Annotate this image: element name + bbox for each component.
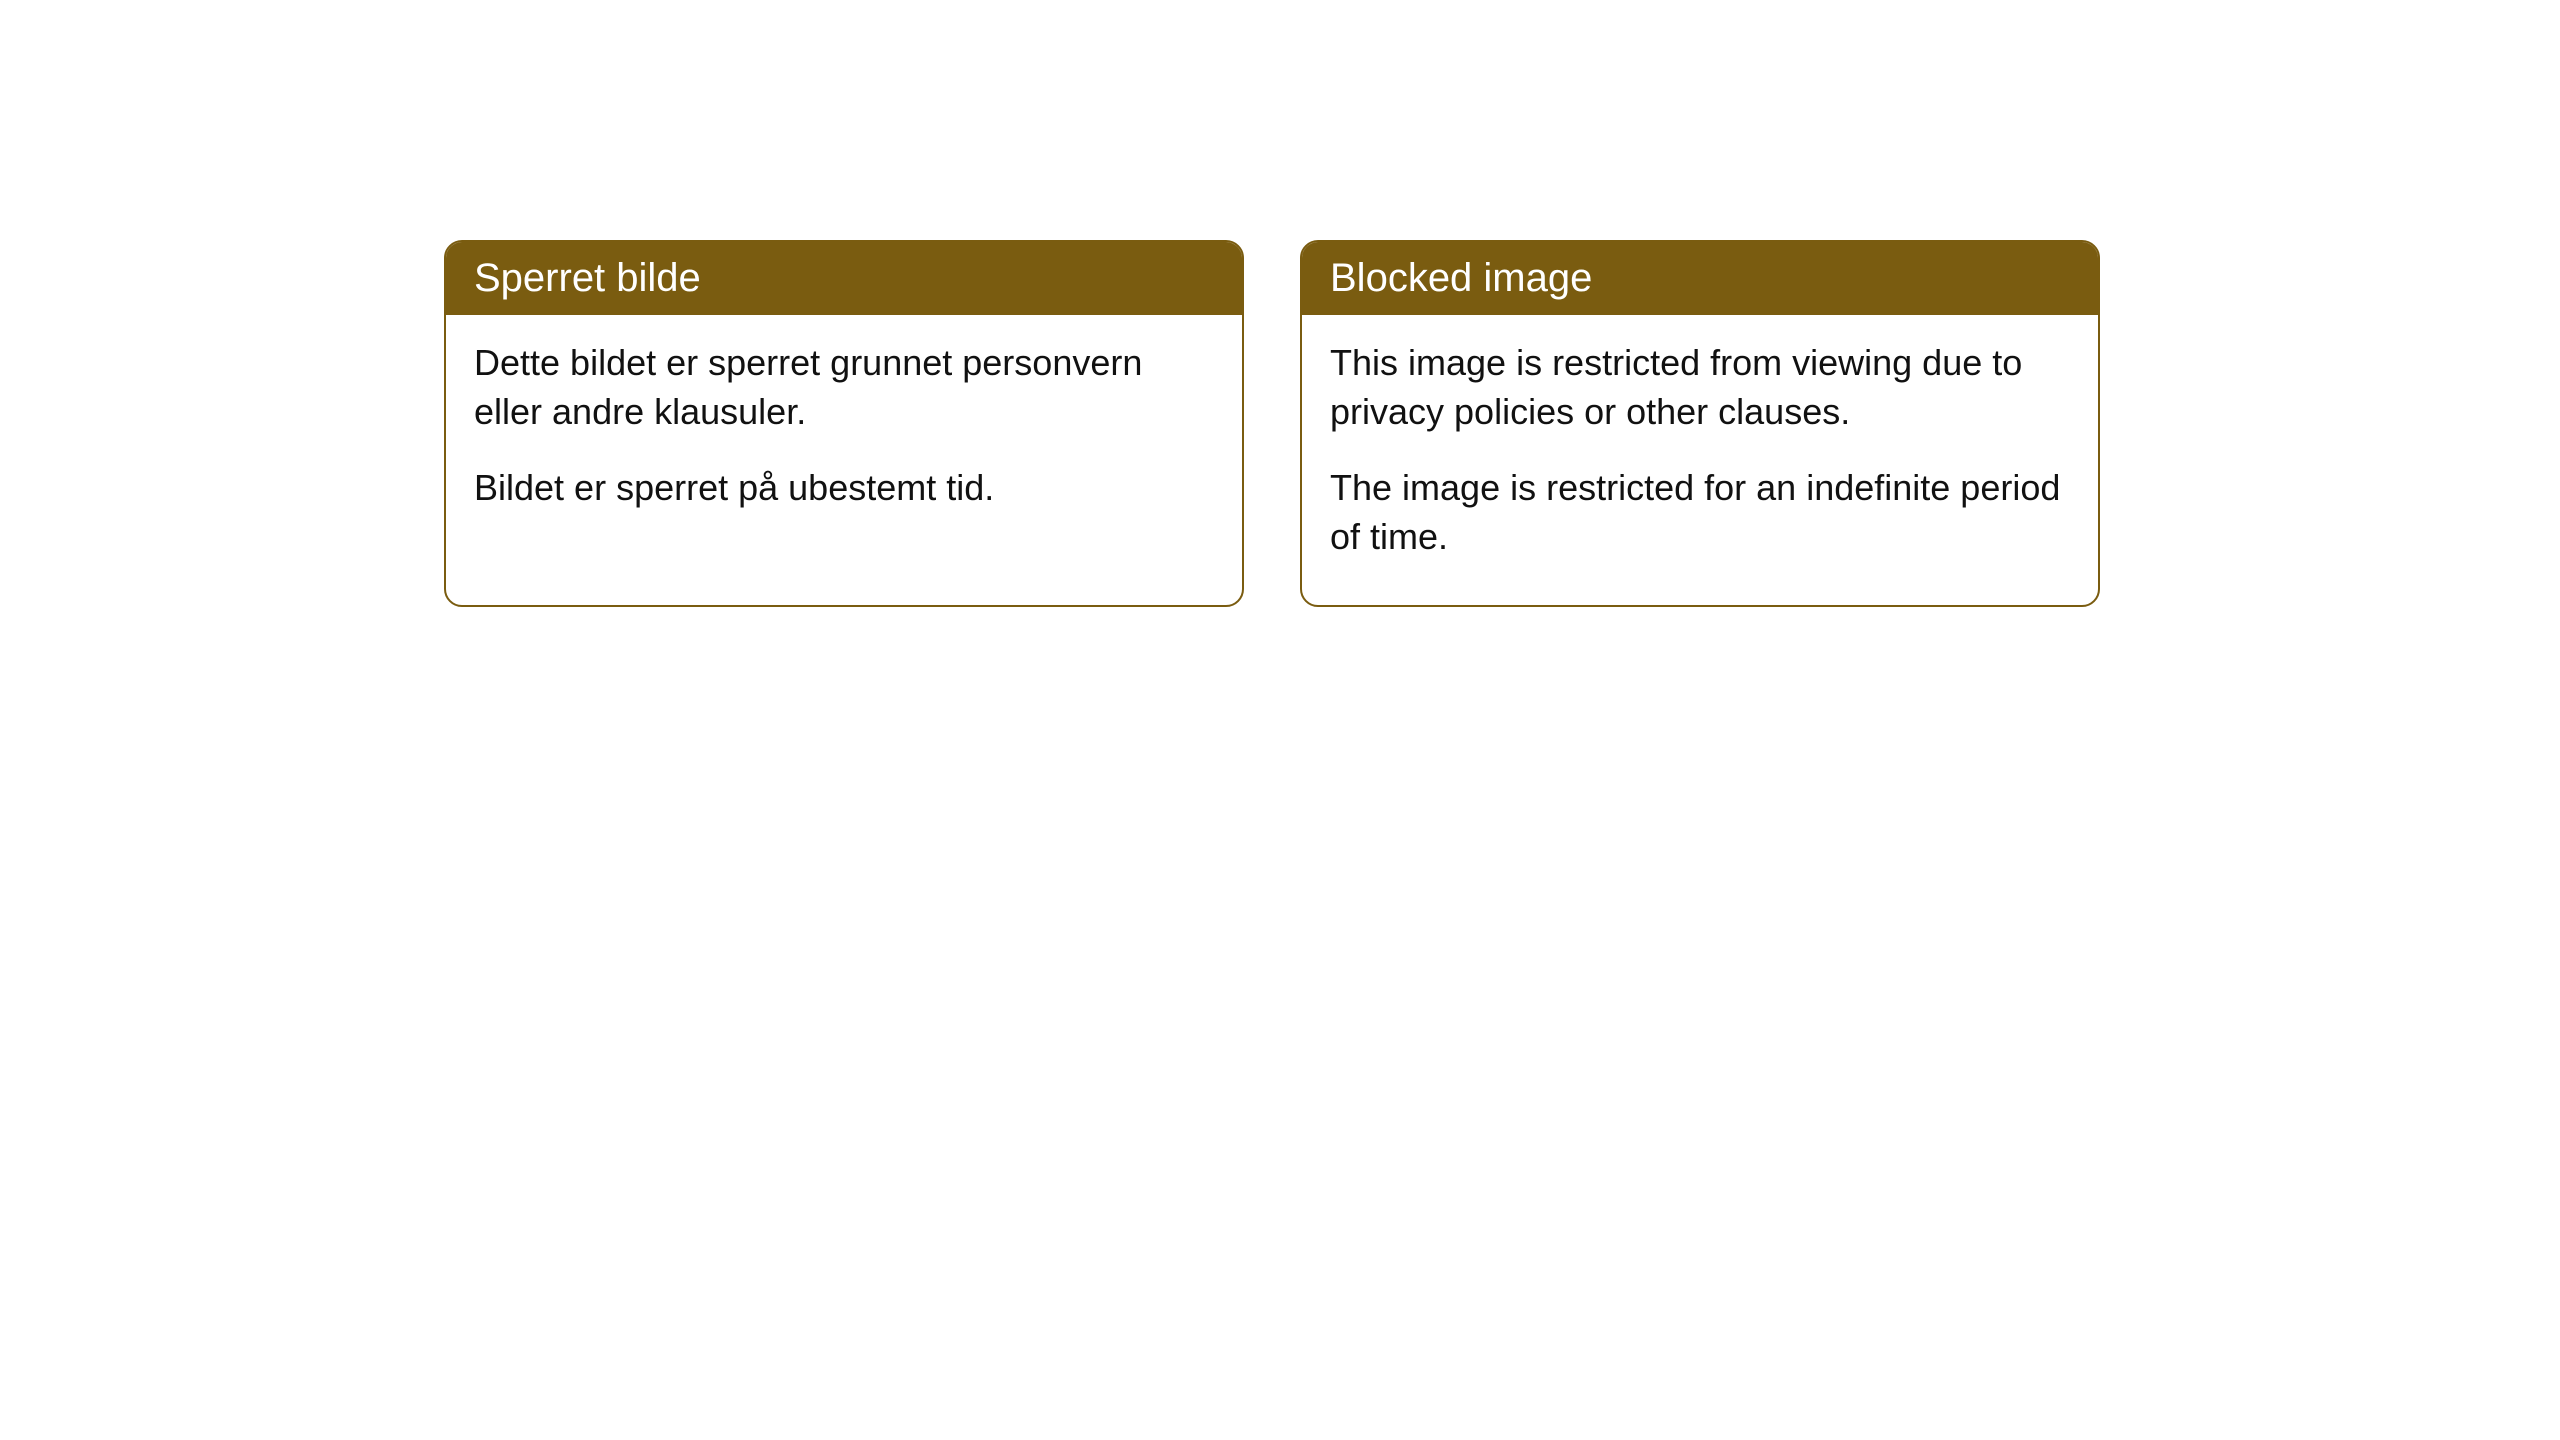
card-paragraph: The image is restricted for an indefinit… xyxy=(1330,464,2070,561)
card-title: Sperret bilde xyxy=(474,256,701,300)
card-title: Blocked image xyxy=(1330,256,1592,300)
notice-card-norwegian: Sperret bilde Dette bildet er sperret gr… xyxy=(444,240,1244,607)
card-paragraph: This image is restricted from viewing du… xyxy=(1330,339,2070,436)
notice-cards-container: Sperret bilde Dette bildet er sperret gr… xyxy=(444,240,2100,607)
card-header: Sperret bilde xyxy=(446,242,1242,315)
card-header: Blocked image xyxy=(1302,242,2098,315)
card-paragraph: Bildet er sperret på ubestemt tid. xyxy=(474,464,1214,513)
notice-card-english: Blocked image This image is restricted f… xyxy=(1300,240,2100,607)
card-paragraph: Dette bildet er sperret grunnet personve… xyxy=(474,339,1214,436)
card-body: This image is restricted from viewing du… xyxy=(1302,315,2098,605)
card-body: Dette bildet er sperret grunnet personve… xyxy=(446,315,1242,557)
